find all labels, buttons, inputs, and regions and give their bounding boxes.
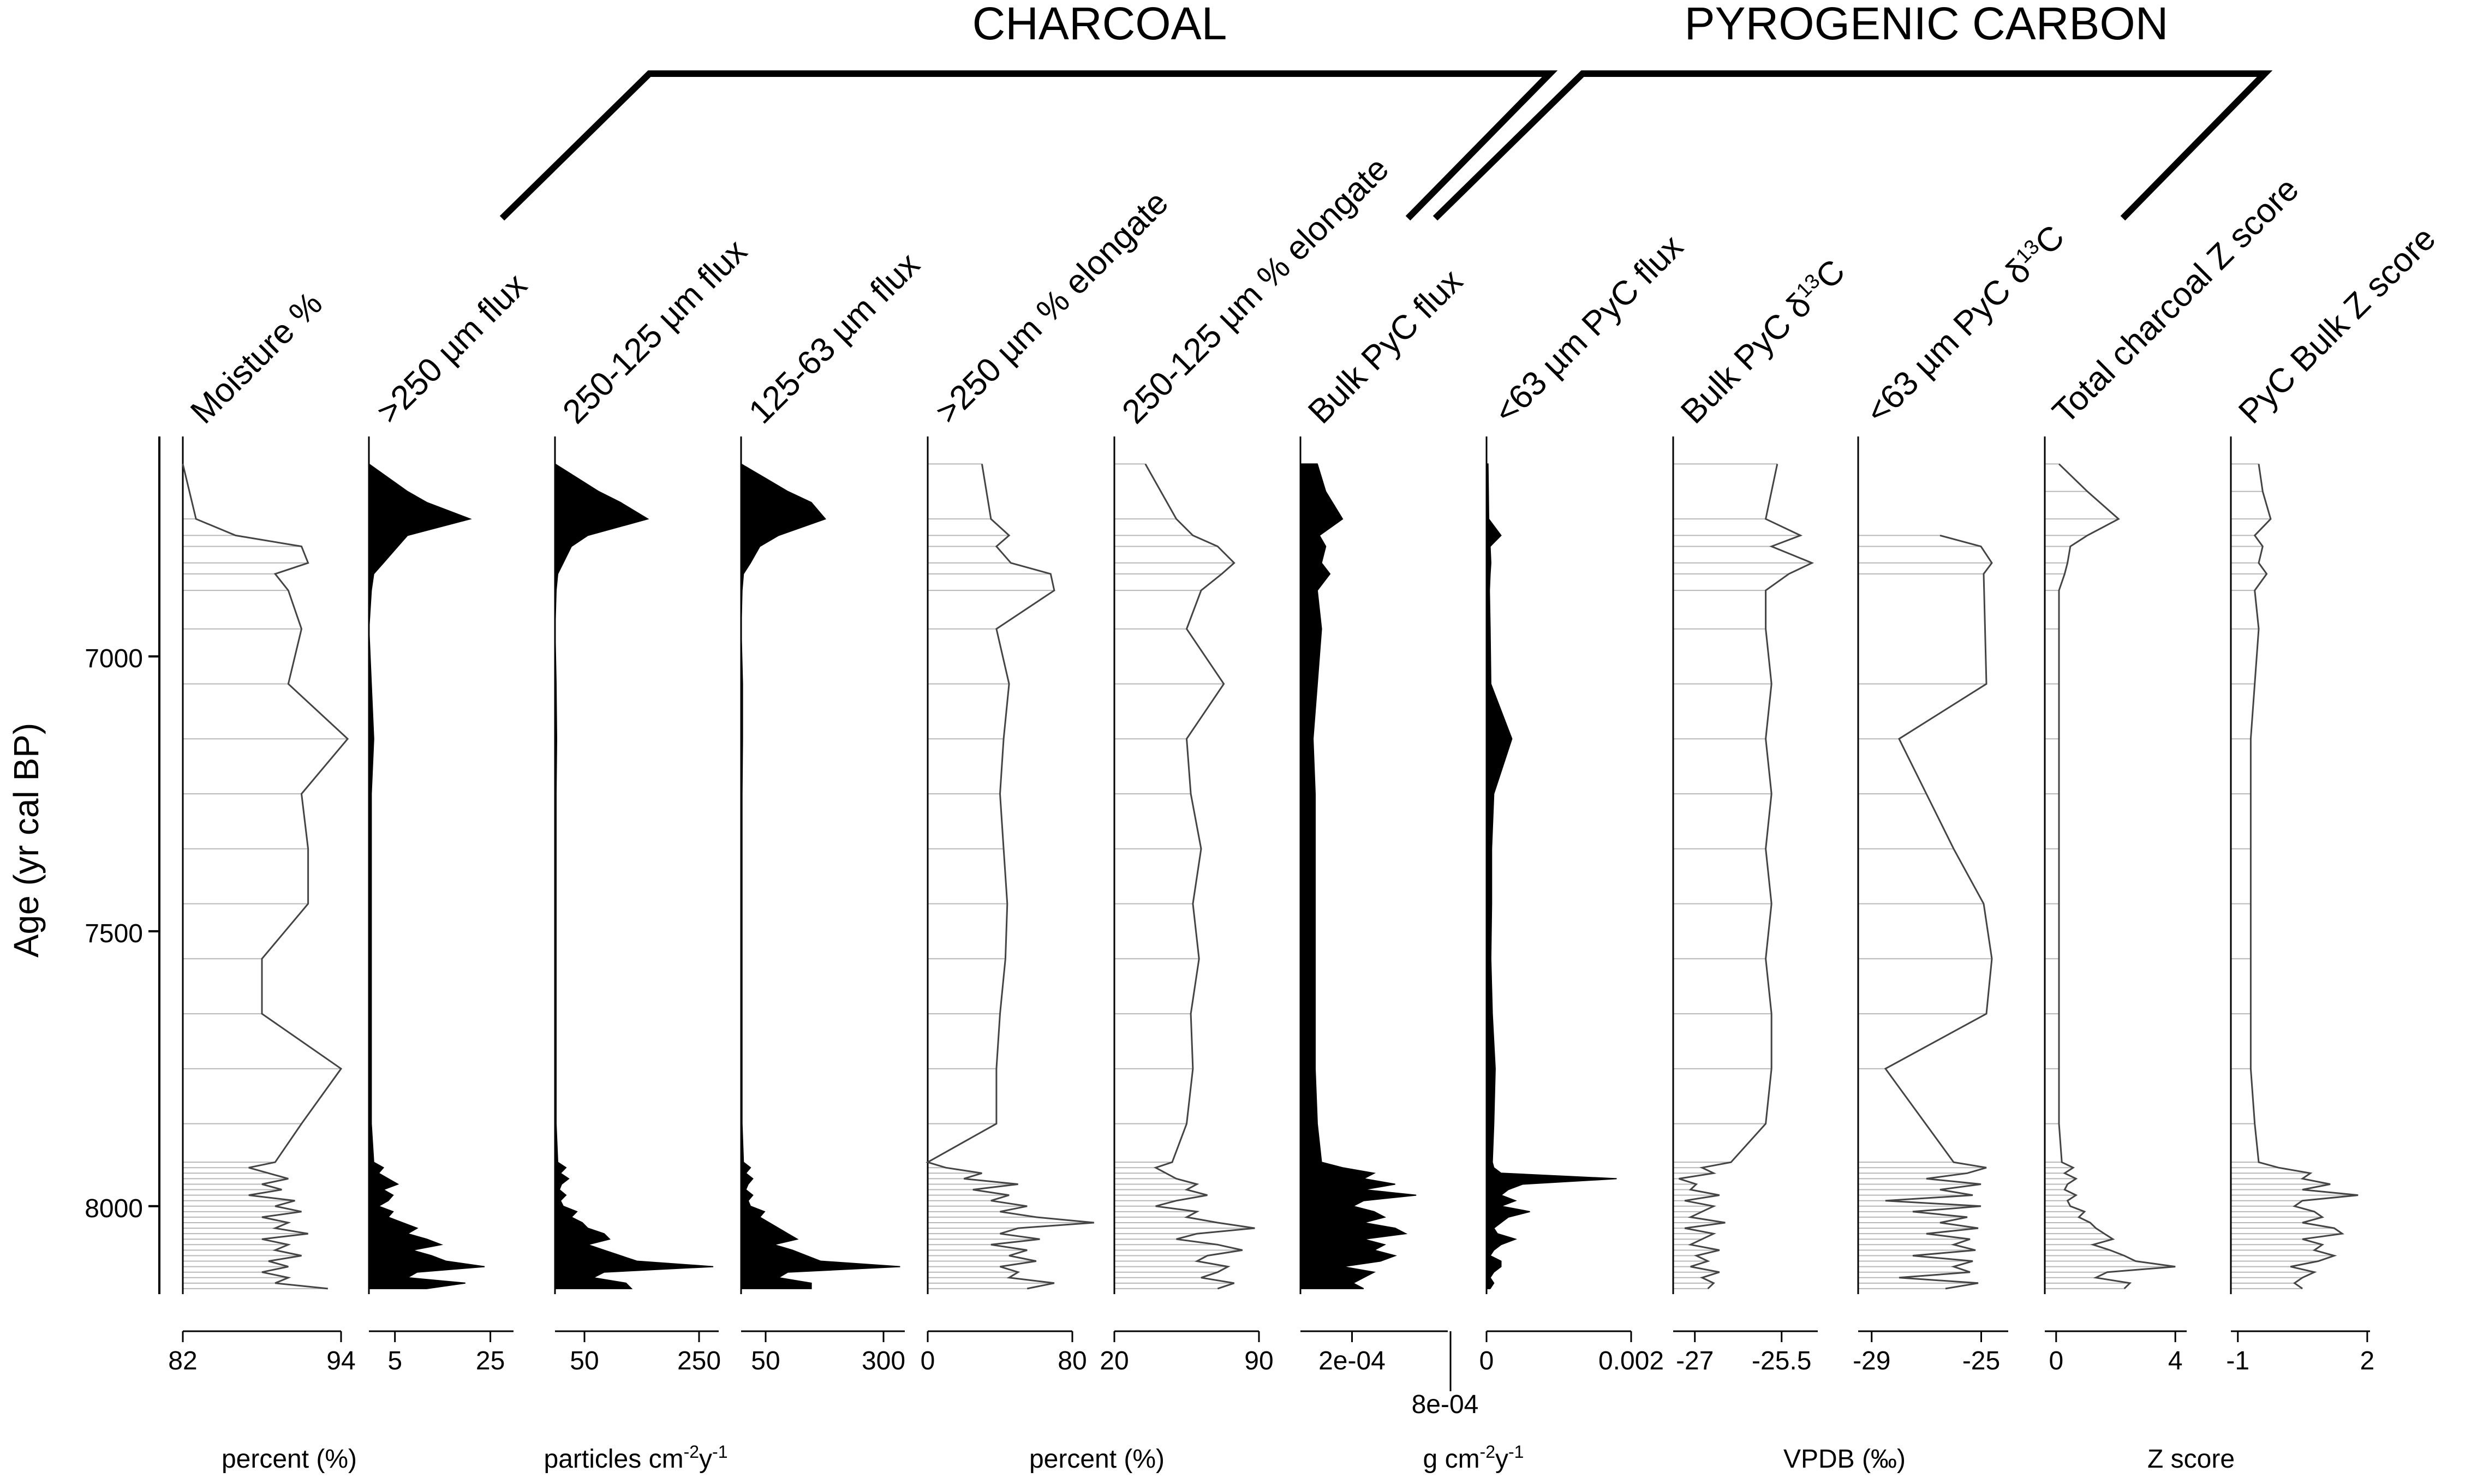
charcoal-bracket xyxy=(499,70,1558,221)
unit-particles-sup1: -2 xyxy=(684,1442,699,1462)
unit-particles-mid: y xyxy=(699,1445,712,1474)
unit-label-zscore: Z score xyxy=(2147,1445,2235,1474)
x-tick-label: 300 xyxy=(862,1347,905,1375)
series-line-e125 xyxy=(1144,463,1255,1290)
x-tick-label: 2 xyxy=(2360,1347,2375,1375)
panel-title-moisture: Moisture % xyxy=(183,285,330,431)
x-tick-label: 80 xyxy=(1058,1347,1087,1375)
panel-title-b125: 125-63 µm flux xyxy=(742,246,927,431)
unit-flux-base: g cm xyxy=(1423,1445,1480,1474)
panel-title-gt250: >250 µm flux xyxy=(369,266,534,431)
x-tick-label-extra: 8e-04 xyxy=(1412,1390,1479,1419)
unit-particles-base: particles cm xyxy=(544,1445,684,1474)
series-area-b125 xyxy=(740,463,900,1289)
unit-flux-mid: y xyxy=(1495,1445,1508,1474)
sample-gridlines xyxy=(183,463,2359,1289)
series-line-zpyc xyxy=(2249,464,2359,1290)
title-part: <63 µm PyC δ xyxy=(1859,252,2038,431)
series-layer xyxy=(182,436,2359,1294)
panel-titles: Moisture % >250 µm flux 250-125 µm flux125… xyxy=(183,150,2443,431)
x-tick-label: 50 xyxy=(570,1347,599,1375)
x-tick-label: 82 xyxy=(168,1347,197,1375)
x-tick-label: 0 xyxy=(2049,1347,2063,1375)
unit-label-particles: particles cm-2y-1 xyxy=(544,1442,728,1474)
panel-title-zpyc: PyC Bulk Z score xyxy=(2231,219,2443,430)
y-axis-label: Age (yr cal BP) xyxy=(7,723,46,958)
unit-label-percent-2: percent (%) xyxy=(1029,1445,1165,1474)
y-tick-label: 7000 xyxy=(85,644,143,673)
series-line-moisture xyxy=(182,464,349,1290)
group-title-pyc: PYROGENIC CARBON xyxy=(1685,0,2169,49)
series-line-e250 xyxy=(926,464,1094,1290)
pyc-bracket xyxy=(1432,70,2273,221)
series-area-gt250 xyxy=(368,463,485,1289)
unit-label-vpdb: VPDB (‰) xyxy=(1783,1445,1906,1474)
x-tick-label: 0 xyxy=(1479,1347,1494,1375)
y-axis-ticks: 7000 7500 8000 xyxy=(85,644,159,1223)
x-tick-label: 20 xyxy=(1100,1347,1129,1375)
unit-label-percent-1: percent (%) xyxy=(222,1445,357,1474)
x-tick-label: 0 xyxy=(921,1347,935,1375)
x-tick-label: 250 xyxy=(677,1347,721,1375)
x-tick-label: -1 xyxy=(2226,1347,2249,1375)
y-tick-label: 7500 xyxy=(85,919,143,948)
series-line-s63d13c xyxy=(1884,534,1993,1290)
panel-title-s63d13c: <63 µm PyC δ13C xyxy=(1859,218,2072,431)
series-area-s63pyc xyxy=(1486,463,1617,1289)
panel-title-bd13c: Bulk PyC δ13C xyxy=(1674,253,1852,431)
x-tick-label: 2e-04 xyxy=(1318,1347,1386,1375)
unit-particles-sup2: -1 xyxy=(712,1442,727,1462)
title-part: Bulk PyC δ xyxy=(1674,286,1819,431)
group-title-charcoal: CHARCOAL xyxy=(972,0,1227,49)
x-tick-label: 25 xyxy=(476,1347,505,1375)
panel-title-bpyc: Bulk PyC flux xyxy=(1301,262,1470,430)
y-tick-label: 8000 xyxy=(85,1194,143,1223)
series-area-bpyc xyxy=(1300,463,1417,1289)
series-line-zchar xyxy=(2058,463,2176,1289)
series-area-b250 xyxy=(554,463,714,1289)
unit-label-flux: g cm-2y-1 xyxy=(1423,1442,1524,1474)
unit-flux-sup1: -2 xyxy=(1480,1442,1495,1462)
x-tick-label: 0.002 xyxy=(1598,1347,1664,1375)
x-tick-label: -25 xyxy=(1962,1347,2000,1375)
x-tick-label: 94 xyxy=(326,1347,355,1375)
x-tick-label: -25.5 xyxy=(1752,1347,1811,1375)
x-tick-label: 90 xyxy=(1244,1347,1273,1375)
series-line-bd13c xyxy=(1679,464,1814,1289)
x-tick-label: -27 xyxy=(1676,1347,1714,1375)
x-tick-label: -29 xyxy=(1853,1347,1890,1375)
x-tick-label: 4 xyxy=(2168,1347,2183,1375)
x-tick-label: 50 xyxy=(751,1347,780,1375)
panel-title-s63pyc: <63 µm PyC flux xyxy=(1487,228,1691,431)
panel-title-b250: 250-125 µm flux xyxy=(556,232,754,431)
unit-flux-sup2: -1 xyxy=(1508,1442,1524,1462)
x-tick-label: 5 xyxy=(387,1347,402,1375)
